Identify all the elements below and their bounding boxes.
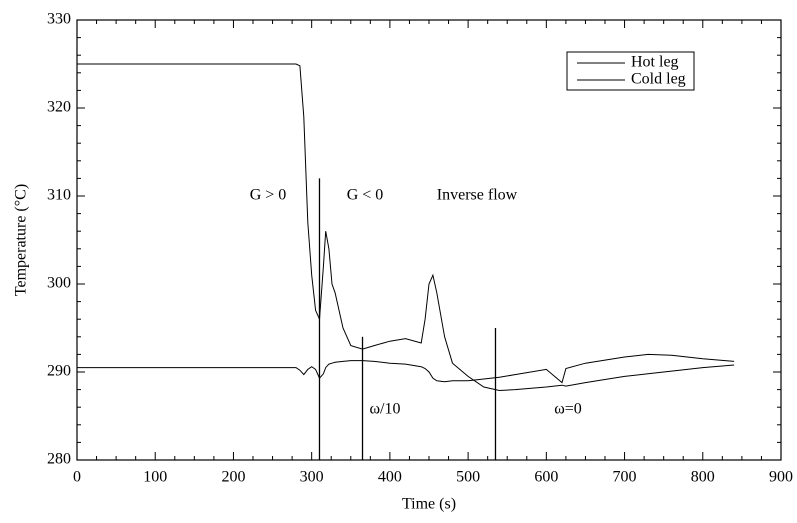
annotation: Inverse flow	[437, 187, 518, 204]
x-tick-label: 800	[691, 469, 715, 486]
x-tick-label: 600	[534, 469, 558, 486]
x-tick-label: 100	[143, 469, 167, 486]
x-tick-label: 200	[221, 469, 245, 486]
y-tick-label: 290	[47, 363, 71, 380]
annotation: G > 0	[250, 187, 287, 204]
x-tick-label: 0	[73, 469, 81, 486]
annotation: ω=0	[554, 401, 582, 418]
y-tick-label: 330	[47, 11, 71, 28]
series-line	[77, 353, 735, 384]
legend-label: Cold leg	[631, 71, 686, 88]
y-tick-label: 320	[47, 99, 71, 116]
annotation: ω/10	[370, 401, 401, 418]
x-tick-label: 400	[378, 469, 402, 486]
y-tick-label: 300	[47, 275, 71, 292]
x-tick-label: 700	[613, 469, 637, 486]
y-tick-label: 280	[47, 451, 71, 468]
series-line	[77, 63, 735, 392]
y-tick-label: 310	[47, 187, 71, 204]
x-tick-label: 300	[300, 469, 324, 486]
x-tick-label: 900	[769, 469, 793, 486]
annotation: G < 0	[347, 187, 384, 204]
legend-label: Hot leg	[631, 54, 679, 71]
legend-box	[566, 51, 695, 91]
y-axis-label: Temperature (°C)	[13, 184, 30, 296]
x-axis-label: Time (s)	[402, 496, 456, 513]
x-tick-label: 500	[456, 469, 480, 486]
